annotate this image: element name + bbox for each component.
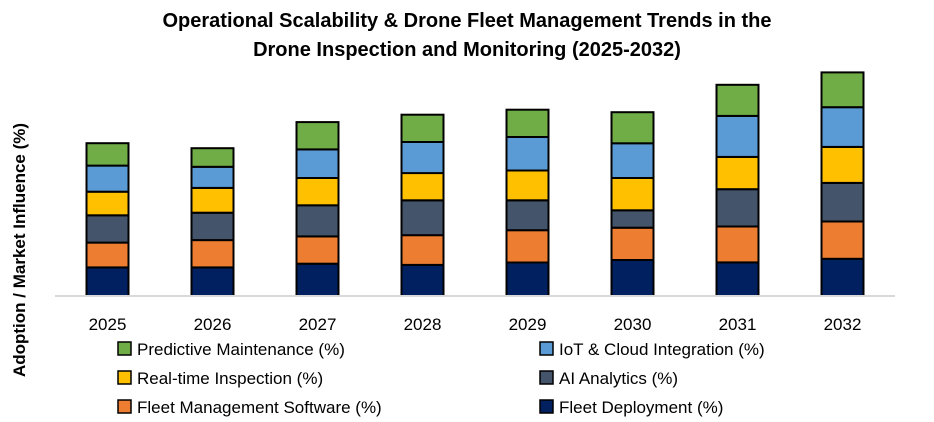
legend-item-real-time-inspection: Real-time Inspection (%) (117, 369, 323, 388)
bar-segment-predictive-maintenance-2028 (400, 113, 445, 143)
y-axis-label: Adoption / Market Influence (%) (10, 123, 29, 377)
bar-segment-fleet-deployment-2031 (715, 261, 760, 297)
legend-item-fleet-management-software: Fleet Management Software (%) (117, 398, 382, 417)
bar-segment-predictive-maintenance-2025 (85, 142, 130, 167)
legend-swatch-fleet-management-software (117, 399, 132, 414)
bar-segment-ai-analytics-2029 (505, 199, 550, 232)
legend-swatch-ai-analytics (539, 370, 554, 385)
bar-segment-fleet-management-software-2025 (85, 241, 130, 269)
bar-segment-predictive-maintenance-2030 (610, 111, 655, 145)
legend-item-fleet-deployment: Fleet Deployment (%) (539, 398, 723, 417)
legend-swatch-fleet-deployment (539, 399, 554, 414)
bar-segment-fleet-deployment-2025 (85, 266, 130, 297)
x-tick-label-2025: 2025 (89, 315, 127, 334)
x-tick-label-2031: 2031 (719, 315, 757, 334)
bar-segment-fleet-deployment-2029 (505, 261, 550, 297)
bar-segment-fleet-management-software-2026 (190, 239, 235, 269)
bar-segment-iot-cloud-integration-2032 (820, 106, 865, 148)
bar-segment-fleet-deployment-2026 (190, 266, 235, 297)
x-tick-label-2027: 2027 (299, 315, 337, 334)
bar-segment-predictive-maintenance-2026 (190, 147, 235, 168)
bar-segment-fleet-deployment-2032 (820, 257, 865, 298)
bar-segment-real-time-inspection-2026 (190, 186, 235, 214)
bar-segment-predictive-maintenance-2027 (295, 121, 340, 151)
x-tick-label-2032: 2032 (824, 315, 862, 334)
bar-segment-iot-cloud-integration-2028 (400, 141, 445, 175)
bar-segment-ai-analytics-2025 (85, 214, 130, 244)
bar-segment-ai-analytics-2030 (610, 209, 655, 229)
bar-segment-fleet-deployment-2028 (400, 263, 445, 297)
legend-item-predictive-maintenance: Predictive Maintenance (%) (117, 340, 345, 359)
bar-segment-real-time-inspection-2032 (820, 145, 865, 184)
bar-segment-fleet-management-software-2032 (820, 220, 865, 260)
bar-segment-real-time-inspection-2028 (400, 172, 445, 202)
chart-title-line-2: Drone Inspection and Monitoring (2025-20… (253, 39, 681, 61)
legend-label-ai-analytics: AI Analytics (%) (559, 369, 678, 388)
bar-segment-real-time-inspection-2027 (295, 177, 340, 207)
bar-segment-fleet-deployment-2030 (610, 259, 655, 297)
bar-segment-real-time-inspection-2030 (610, 177, 655, 212)
bar-segment-iot-cloud-integration-2027 (295, 148, 340, 179)
bar-segment-predictive-maintenance-2032 (820, 71, 865, 109)
bar-segment-real-time-inspection-2029 (505, 169, 550, 202)
x-tick-label-2028: 2028 (404, 315, 442, 334)
legend-swatch-real-time-inspection (117, 370, 132, 385)
bar-segment-ai-analytics-2026 (190, 211, 235, 242)
bar-segment-iot-cloud-integration-2031 (715, 114, 760, 158)
bar-segment-fleet-management-software-2029 (505, 229, 550, 264)
bar-segment-real-time-inspection-2025 (85, 190, 130, 217)
legend: Predictive Maintenance (%) IoT & Cloud In… (117, 340, 765, 417)
bar-segment-ai-analytics-2027 (295, 204, 340, 238)
legend-label-fleet-management-software: Fleet Management Software (%) (137, 398, 382, 417)
x-tick-label-2030: 2030 (614, 315, 652, 334)
legend-item-iot-cloud-integration: IoT & Cloud Integration (%) (539, 340, 765, 359)
legend-label-iot-cloud-integration: IoT & Cloud Integration (%) (559, 340, 765, 359)
legend-label-predictive-maintenance: Predictive Maintenance (%) (137, 340, 345, 359)
bar-segment-iot-cloud-integration-2025 (85, 164, 130, 193)
bar-segment-iot-cloud-integration-2030 (610, 142, 655, 179)
bar-segment-predictive-maintenance-2029 (505, 108, 550, 138)
legend-item-ai-analytics: AI Analytics (%) (539, 369, 678, 388)
legend-label-real-time-inspection: Real-time Inspection (%) (137, 369, 323, 388)
bar-segment-real-time-inspection-2031 (715, 155, 760, 191)
legend-swatch-predictive-maintenance (117, 341, 132, 356)
x-tick-label-2026: 2026 (194, 315, 232, 334)
x-tick-labels: 2025 2026 2027 2028 2029 2030 2031 2032 (89, 315, 862, 334)
bars-group (85, 71, 865, 298)
chart-title-line-1: Operational Scalability & Drone Fleet Ma… (162, 10, 771, 32)
x-tick-label-2029: 2029 (509, 315, 547, 334)
bar-segment-fleet-management-software-2028 (400, 234, 445, 266)
bar-segment-ai-analytics-2031 (715, 188, 760, 228)
bar-segment-predictive-maintenance-2031 (715, 83, 760, 117)
bar-segment-iot-cloud-integration-2029 (505, 136, 550, 172)
bar-segment-fleet-management-software-2030 (610, 226, 655, 261)
bar-segment-fleet-deployment-2027 (295, 262, 340, 298)
bar-segment-ai-analytics-2028 (400, 199, 445, 237)
legend-label-fleet-deployment: Fleet Deployment (%) (559, 398, 723, 417)
bar-segment-ai-analytics-2032 (820, 182, 865, 223)
bar-segment-iot-cloud-integration-2026 (190, 165, 235, 189)
bar-segment-fleet-management-software-2031 (715, 225, 760, 264)
legend-swatch-iot-cloud-integration (539, 341, 554, 356)
bar-segment-fleet-management-software-2027 (295, 235, 340, 265)
